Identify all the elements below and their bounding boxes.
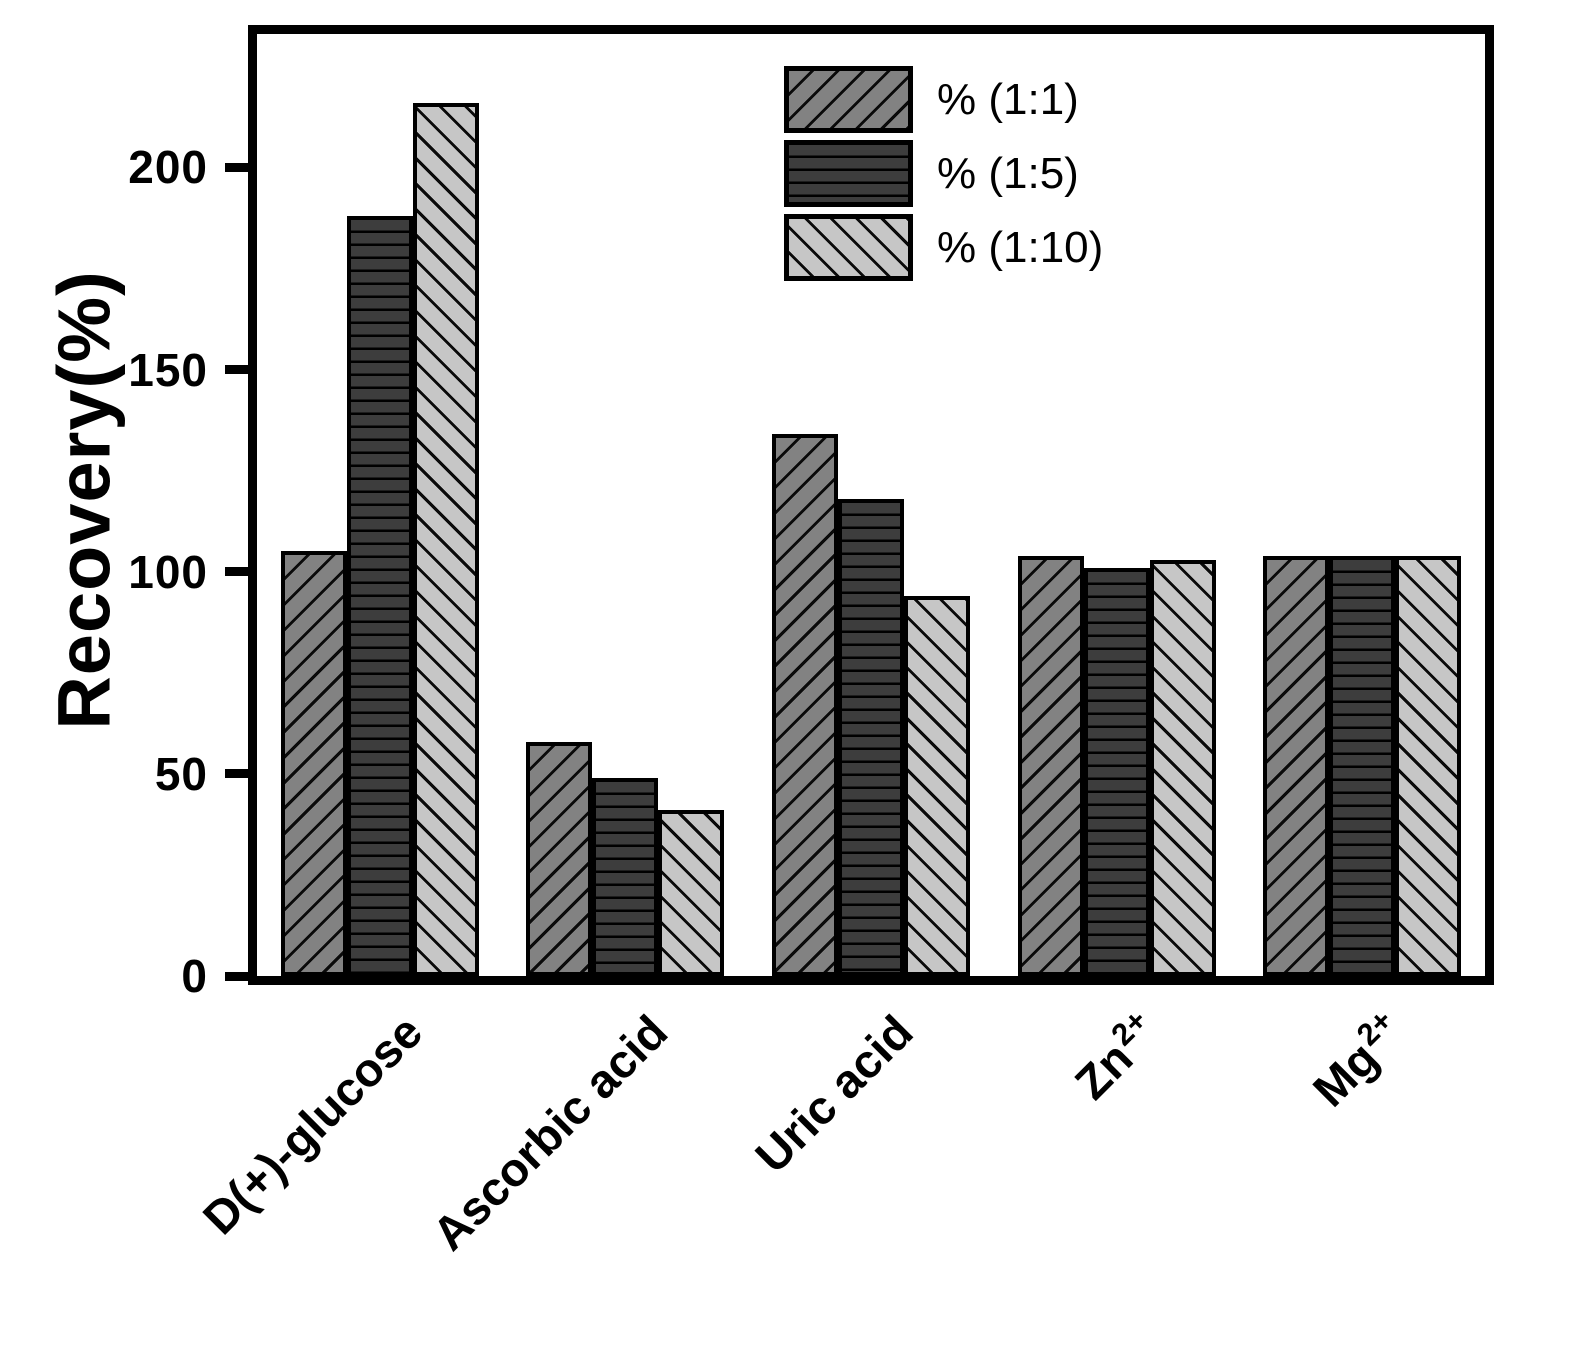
y-tick-label: 50 <box>154 748 208 800</box>
legend-swatch-1-10 <box>784 214 913 281</box>
y-tick-mark <box>225 365 249 374</box>
y-tick-label: 200 <box>128 141 208 193</box>
bar-Mg2+-% (1:10) <box>1395 556 1461 976</box>
y-tick-label: 150 <box>128 344 208 396</box>
bar-Zn2+-% (1:10) <box>1150 560 1216 976</box>
legend-label: % (1:10) <box>937 222 1104 272</box>
x-tick-label-Mg2+: Mg2+ <box>1302 1003 1415 1117</box>
bar-Uric acid-% (1:10) <box>904 596 970 976</box>
y-tick-mark <box>225 769 249 778</box>
legend-label: % (1:1) <box>937 74 1079 124</box>
x-tick-label-Zn2+: Zn2+ <box>1064 1003 1170 1110</box>
plot-area: % (1:1) % (1:5) % (1:10) <box>248 25 1494 985</box>
bar-Mg2+-% (1:5) <box>1329 556 1395 976</box>
x-label-text: D(+)-glucose <box>192 1004 433 1245</box>
y-tick-mark <box>225 163 249 172</box>
x-tick-label-Uric acid: Uric acid <box>745 1004 924 1183</box>
y-tick-mark <box>225 567 249 576</box>
bar-Mg2+-% (1:1) <box>1263 556 1329 976</box>
legend-entry: % (1:5) <box>784 140 1103 207</box>
bar-Zn2+-% (1:1) <box>1018 556 1084 976</box>
y-tick-label: 0 <box>181 950 208 1002</box>
bar-Ascorbic acid-% (1:5) <box>592 778 658 976</box>
legend-swatch-1-1 <box>784 66 913 133</box>
x-label-text: Uric acid <box>745 1004 924 1183</box>
bar-Uric acid-% (1:5) <box>838 499 904 976</box>
bar-D(+)-glucose-% (1:10) <box>413 103 479 976</box>
x-tick-label-Ascorbic acid: Ascorbic acid <box>421 1004 678 1261</box>
legend-entry: % (1:1) <box>784 66 1103 133</box>
bar-Ascorbic acid-% (1:1) <box>526 742 592 976</box>
bar-Uric acid-% (1:1) <box>772 434 838 976</box>
bar-Zn2+-% (1:5) <box>1084 568 1150 976</box>
x-label-text: Ascorbic acid <box>421 1004 678 1261</box>
x-tick-label-D(+)-glucose: D(+)-glucose <box>192 1004 433 1245</box>
legend: % (1:1) % (1:5) % (1:10) <box>784 66 1103 281</box>
bars-container <box>257 34 1485 976</box>
legend-label: % (1:5) <box>937 148 1079 198</box>
y-tick-mark <box>225 972 249 981</box>
y-tick-label: 100 <box>128 546 208 598</box>
legend-swatch-1-5 <box>784 140 913 207</box>
bar-D(+)-glucose-% (1:1) <box>281 551 347 976</box>
bar-D(+)-glucose-% (1:5) <box>347 216 413 976</box>
bar-Ascorbic acid-% (1:10) <box>658 810 724 976</box>
legend-entry: % (1:10) <box>784 214 1103 281</box>
